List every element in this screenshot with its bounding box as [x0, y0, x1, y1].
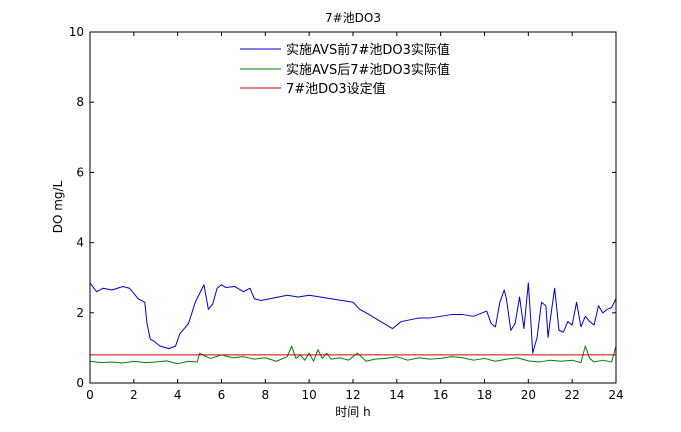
x-axis-label: 时间 h	[335, 405, 370, 419]
series-line-before	[89, 282, 617, 354]
y-axis-label: DO mg/L	[51, 180, 65, 233]
x-tick-label: 6	[218, 388, 226, 402]
x-tick-label: 14	[389, 388, 404, 402]
legend-label-after: 实施AVS后7#池DO3实际值	[286, 62, 450, 78]
chart-title: 7#池DO3	[325, 11, 381, 25]
y-tick-label: 0	[76, 376, 84, 390]
plot-background	[90, 32, 616, 383]
series-line-after	[89, 345, 617, 365]
x-tick-label: 2	[130, 388, 138, 402]
y-tick-label: 4	[76, 236, 84, 250]
x-tick-label: 0	[86, 388, 94, 402]
legend-label-setpoint: 7#池DO3设定值	[286, 81, 386, 97]
y-tick-label: 8	[76, 95, 84, 109]
legend: 实施AVS前7#池DO3实际值 实施AVS后7#池DO3实际值 7#池DO3设定…	[240, 42, 450, 97]
x-tick-label: 20	[521, 388, 536, 402]
y-tick-label: 10	[69, 25, 84, 39]
x-tick-label: 12	[345, 388, 360, 402]
x-tick-label: 8	[262, 388, 270, 402]
x-tick-label: 10	[302, 388, 317, 402]
x-tick-label: 18	[477, 388, 492, 402]
y-tick-label: 6	[76, 165, 84, 179]
x-tick-label: 22	[565, 388, 580, 402]
legend-label-before: 实施AVS前7#池DO3实际值	[286, 42, 450, 58]
x-tick-label: 4	[174, 388, 182, 402]
x-tick-label: 24	[608, 388, 623, 402]
y-tick-label: 2	[76, 306, 84, 320]
x-tick-label: 16	[433, 388, 448, 402]
series-layer	[89, 282, 617, 365]
